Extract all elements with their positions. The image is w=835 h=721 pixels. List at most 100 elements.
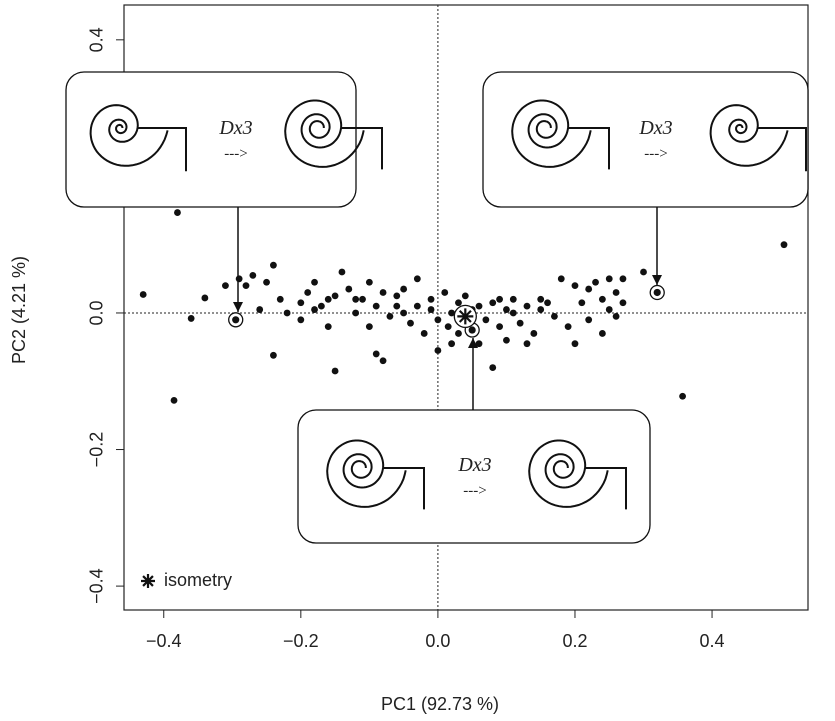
point (338, 268, 346, 276)
point (516, 319, 524, 327)
point (578, 299, 586, 307)
point (379, 357, 387, 365)
point (496, 295, 503, 303)
point (605, 306, 613, 313)
point (444, 323, 452, 331)
point (605, 275, 613, 283)
inset-label: Dx3 (638, 117, 672, 139)
y-tick-label: 0.4 (87, 27, 107, 52)
point (304, 289, 312, 296)
inset-box (65, 71, 357, 208)
point (263, 278, 270, 286)
point (653, 288, 661, 297)
point (276, 295, 284, 303)
point (400, 309, 408, 317)
point (311, 306, 318, 313)
point (537, 295, 545, 303)
point (256, 306, 264, 313)
point (619, 299, 627, 307)
inset-arrow: ---> (644, 146, 667, 162)
point (297, 299, 305, 307)
legend-label: isometry (164, 570, 232, 590)
point (393, 292, 401, 300)
point (503, 306, 510, 313)
point (222, 282, 229, 290)
point (170, 396, 178, 404)
point (503, 336, 510, 344)
point (365, 323, 373, 331)
point (780, 241, 788, 249)
point (434, 347, 442, 354)
point (571, 340, 579, 348)
inset-label: Dx3 (457, 454, 491, 476)
y-tick-label: 0.0 (87, 300, 107, 325)
point (461, 292, 469, 300)
point (598, 330, 606, 337)
point (331, 292, 339, 300)
point (201, 294, 209, 302)
point (530, 330, 538, 337)
point (174, 209, 181, 216)
point (598, 295, 606, 303)
inset-arrow: ---> (224, 146, 247, 162)
point (317, 302, 325, 310)
point (413, 275, 421, 283)
point (386, 312, 394, 320)
point (475, 340, 483, 348)
point (457, 308, 474, 325)
point (297, 316, 305, 324)
x-tick-label: −0.2 (283, 631, 319, 651)
point (139, 291, 147, 298)
point (448, 309, 456, 317)
point (523, 340, 531, 348)
shell-outline (511, 99, 610, 170)
callout-head (468, 338, 478, 348)
y-axis-label: PC2 (4.21 %) (9, 256, 29, 364)
callout-head (233, 302, 243, 312)
point (324, 323, 332, 331)
point (592, 278, 599, 286)
point (352, 309, 360, 317)
point (571, 282, 579, 290)
inset-box (297, 409, 651, 544)
point (372, 350, 380, 358)
y-tick-label: −0.2 (87, 432, 107, 468)
shell-outline (528, 439, 627, 510)
shell-outline (284, 99, 383, 170)
shell-outline (89, 104, 187, 172)
point (619, 275, 627, 283)
inset-arrow: ---> (463, 483, 486, 499)
point (270, 261, 277, 269)
point (372, 302, 380, 310)
point (679, 392, 686, 400)
point (523, 302, 531, 310)
point (235, 275, 243, 283)
point (427, 306, 435, 313)
point (489, 364, 497, 371)
point (448, 340, 456, 348)
point (393, 302, 401, 310)
x-axis-label: PC1 (92.73 %) (381, 694, 499, 714)
point (352, 295, 360, 303)
point (509, 309, 517, 317)
point (420, 330, 428, 337)
point (482, 316, 490, 324)
point (407, 319, 414, 327)
point (557, 275, 565, 283)
plot-frame (123, 4, 809, 611)
point (612, 312, 620, 320)
y-tick-label: −0.4 (87, 568, 107, 604)
point (324, 295, 332, 303)
inset-label: Dx3 (218, 117, 252, 139)
point (400, 285, 408, 293)
point (345, 285, 353, 293)
callout-head (652, 275, 662, 285)
point (311, 278, 318, 286)
point (585, 316, 593, 324)
x-tick-label: 0.4 (700, 631, 725, 651)
point (455, 299, 462, 307)
point (270, 351, 277, 359)
point (544, 299, 551, 307)
point (427, 295, 435, 303)
point (283, 309, 291, 317)
